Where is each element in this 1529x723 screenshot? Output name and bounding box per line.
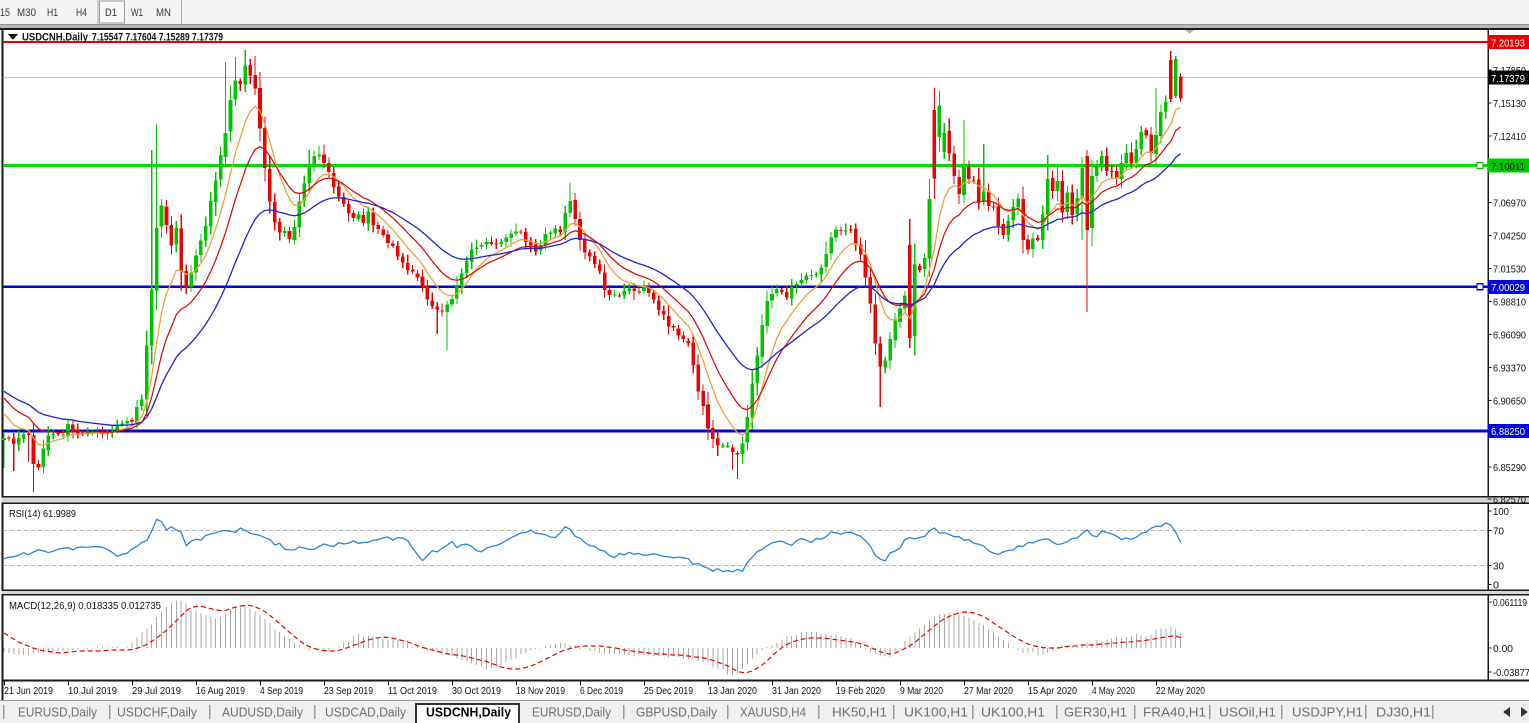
svg-text:25 Dec 2019: 25 Dec 2019: [644, 685, 693, 697]
svg-text:4 Sep 2019: 4 Sep 2019: [260, 685, 303, 697]
svg-text:6 Dec 2019: 6 Dec 2019: [580, 685, 623, 697]
svg-text:6.93370: 6.93370: [1493, 363, 1526, 375]
svg-text:UK100,H1: UK100,H1: [981, 705, 1045, 720]
svg-text:FRA40,H1: FRA40,H1: [1143, 705, 1206, 720]
svg-text:H1: H1: [47, 7, 58, 19]
svg-text:-0.03877: -0.03877: [1493, 667, 1529, 679]
svg-text:RSI(14) 61.9989: RSI(14) 61.9989: [9, 508, 76, 520]
svg-text:7.04250: 7.04250: [1493, 231, 1526, 243]
svg-text:0.00: 0.00: [1493, 643, 1513, 655]
svg-text:USOil,H1: USOil,H1: [1219, 705, 1276, 720]
svg-text:7.20193: 7.20193: [1491, 37, 1525, 49]
svg-text:USDCNH,Daily: USDCNH,Daily: [426, 705, 512, 720]
svg-text:70: 70: [1493, 526, 1504, 538]
svg-text:30: 30: [1493, 560, 1504, 572]
svg-text:30 Oct 2019: 30 Oct 2019: [452, 685, 501, 697]
svg-text:EURUSD,Daily: EURUSD,Daily: [532, 705, 612, 720]
svg-text:21 Jun 2019: 21 Jun 2019: [4, 685, 53, 697]
svg-text:16 Aug 2019: 16 Aug 2019: [196, 685, 245, 697]
svg-text:10 Jul 2019: 10 Jul 2019: [68, 685, 117, 697]
svg-text:W1: W1: [131, 7, 143, 19]
svg-text:15 Apr 2020: 15 Apr 2020: [1028, 685, 1077, 697]
svg-text:19 Feb 2020: 19 Feb 2020: [836, 685, 885, 697]
svg-text:M30: M30: [17, 7, 36, 19]
svg-text:29 Jul 2019: 29 Jul 2019: [132, 685, 181, 697]
svg-text:22 May 2020: 22 May 2020: [1156, 685, 1205, 697]
svg-text:7.15130: 7.15130: [1493, 98, 1526, 110]
svg-text:23 Sep 2019: 23 Sep 2019: [324, 685, 373, 697]
svg-text:UK100,H1: UK100,H1: [904, 705, 968, 720]
svg-text:6.98810: 6.98810: [1493, 297, 1526, 309]
svg-text:13 Jan 2020: 13 Jan 2020: [708, 685, 757, 697]
svg-text:9 Mar 2020: 9 Mar 2020: [900, 685, 943, 697]
svg-text:7.12410: 7.12410: [1493, 131, 1526, 143]
svg-text:6.90650: 6.90650: [1493, 396, 1526, 408]
svg-text:0.061119: 0.061119: [1493, 597, 1527, 609]
svg-text:EURUSD,Daily: EURUSD,Daily: [18, 705, 98, 720]
svg-text:GBPUSD,Daily: GBPUSD,Daily: [636, 705, 718, 720]
svg-text:XAUUSD,H4: XAUUSD,H4: [740, 705, 806, 720]
svg-text:0: 0: [1493, 580, 1499, 592]
svg-text:31 Jan 2020: 31 Jan 2020: [772, 685, 821, 697]
svg-text:AUDUSD,Daily: AUDUSD,Daily: [222, 705, 304, 720]
svg-text:7.00029: 7.00029: [1491, 282, 1525, 294]
svg-text:6.96090: 6.96090: [1493, 330, 1526, 342]
svg-text:18 Nov 2019: 18 Nov 2019: [516, 685, 565, 697]
svg-text:USDCNH,Daily: USDCNH,Daily: [22, 32, 89, 44]
svg-text:6.82570: 6.82570: [1493, 494, 1526, 506]
svg-text:7.15547 7.17604 7.15289 7.1737: 7.15547 7.17604 7.15289 7.17379: [92, 32, 223, 44]
svg-text:7.17379: 7.17379: [1491, 73, 1525, 85]
svg-text:MN: MN: [156, 7, 171, 19]
svg-text:USDCAD,Daily: USDCAD,Daily: [325, 705, 407, 720]
svg-text:DJ30,H1: DJ30,H1: [1376, 705, 1431, 720]
svg-text:6.88250: 6.88250: [1491, 426, 1525, 438]
svg-text:4 May 2020: 4 May 2020: [1092, 685, 1135, 697]
svg-text:HK50,H1: HK50,H1: [832, 705, 887, 720]
svg-text:100: 100: [1493, 506, 1509, 518]
svg-text:MACD(12,26,9) 0.018335 0.01273: MACD(12,26,9) 0.018335 0.012735: [9, 600, 161, 612]
svg-text:USDJPY,H1: USDJPY,H1: [1292, 705, 1363, 720]
svg-text:GER30,H1: GER30,H1: [1064, 705, 1127, 720]
svg-text:H4: H4: [76, 7, 87, 19]
svg-text:7.01530: 7.01530: [1493, 264, 1526, 276]
svg-text:7.10011: 7.10011: [1491, 161, 1525, 173]
svg-text:11 Oct 2019: 11 Oct 2019: [388, 685, 437, 697]
svg-text:7.06970: 7.06970: [1493, 198, 1526, 210]
svg-text:6.85290: 6.85290: [1493, 462, 1526, 474]
svg-text:USDCHF,Daily: USDCHF,Daily: [117, 705, 198, 720]
svg-text:15: 15: [0, 7, 10, 19]
svg-text:D1: D1: [105, 7, 117, 19]
svg-text:27 Mar 2020: 27 Mar 2020: [964, 685, 1013, 697]
